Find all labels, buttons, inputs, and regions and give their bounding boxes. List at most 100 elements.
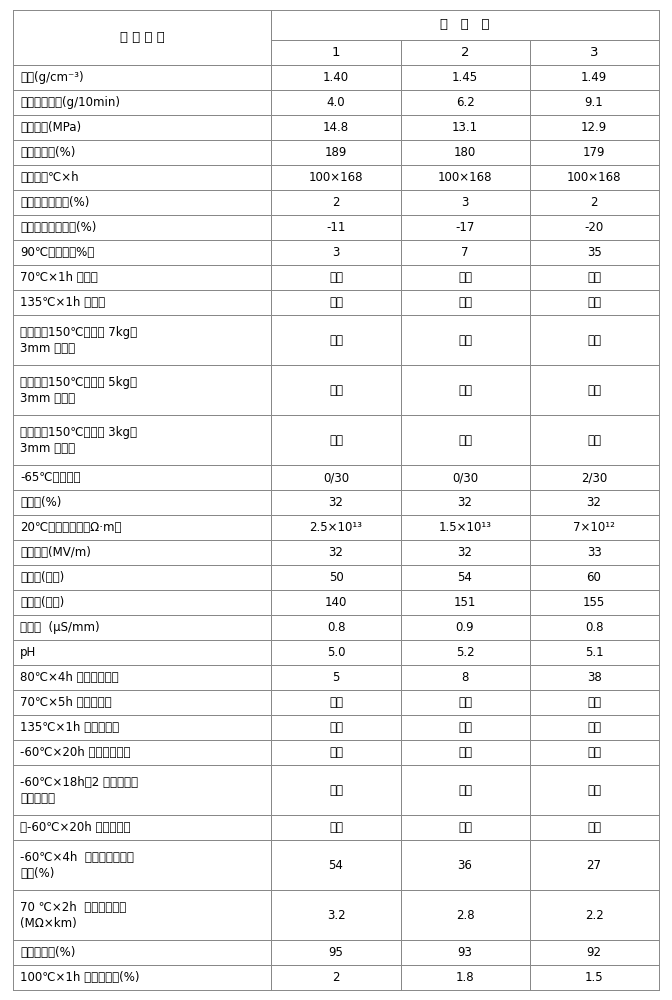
- Text: 8: 8: [462, 671, 468, 684]
- Text: pH: pH: [20, 646, 36, 659]
- Text: 电导率  (μS/mm): 电导率 (μS/mm): [20, 621, 99, 634]
- Text: 180: 180: [454, 146, 476, 159]
- Text: 32: 32: [329, 496, 343, 509]
- Text: -17: -17: [456, 221, 474, 234]
- Text: 2: 2: [332, 196, 340, 209]
- Text: 通过: 通过: [587, 746, 601, 759]
- Text: 100×168: 100×168: [437, 171, 493, 184]
- Text: 实   施   例: 实 施 例: [440, 18, 490, 31]
- Text: 80℃×4h 电缆高温压力: 80℃×4h 电缆高温压力: [20, 671, 119, 684]
- Text: -60℃×4h  电缆低温拉伸伸
长率(%): -60℃×4h 电缆低温拉伸伸 长率(%): [20, 851, 134, 880]
- Text: 密度(g/cm⁻³): 密度(g/cm⁻³): [20, 71, 84, 84]
- Text: 0/30: 0/30: [452, 471, 478, 484]
- Text: 189: 189: [325, 146, 347, 159]
- Text: 通过: 通过: [329, 296, 343, 309]
- Text: 通过: 通过: [587, 721, 601, 734]
- Text: 4.0: 4.0: [327, 96, 345, 109]
- Text: 通过: 通过: [458, 821, 472, 834]
- Text: 老化性能℃×h: 老化性能℃×h: [20, 171, 79, 184]
- Text: 通过: 通过: [458, 334, 472, 347]
- Text: 12.9: 12.9: [581, 121, 607, 134]
- Text: 3.2: 3.2: [327, 909, 345, 922]
- Text: 3: 3: [590, 46, 598, 59]
- Text: 70℃×5h 电缆抗开裂: 70℃×5h 电缆抗开裂: [20, 696, 112, 709]
- Text: 抗开裂（150℃、负载 5kg、
3mm 试样）: 抗开裂（150℃、负载 5kg、 3mm 试样）: [20, 376, 137, 405]
- Text: 通过: 通过: [329, 384, 343, 397]
- Text: 2.8: 2.8: [456, 909, 474, 922]
- Text: 5.1: 5.1: [585, 646, 603, 659]
- Text: -20: -20: [585, 221, 603, 234]
- Text: 7×10¹²: 7×10¹²: [573, 521, 615, 534]
- Text: 14.8: 14.8: [323, 121, 349, 134]
- Text: 通过: 通过: [587, 821, 601, 834]
- Text: 1.5×10¹³: 1.5×10¹³: [439, 521, 491, 534]
- Text: 50: 50: [329, 571, 343, 584]
- Text: 通过: 通过: [329, 271, 343, 284]
- Text: 60: 60: [587, 571, 601, 584]
- Text: 通过: 通过: [329, 721, 343, 734]
- Text: 5.0: 5.0: [327, 646, 345, 659]
- Text: 通过: 通过: [329, 696, 343, 709]
- Text: 烟密度(无焰): 烟密度(无焰): [20, 596, 65, 609]
- Text: 1.8: 1.8: [456, 971, 474, 984]
- Text: 0.8: 0.8: [327, 621, 345, 634]
- Text: 2: 2: [590, 196, 598, 209]
- Text: 32: 32: [458, 496, 472, 509]
- Text: 6.2: 6.2: [456, 96, 474, 109]
- Text: 3: 3: [462, 196, 468, 209]
- Text: -11: -11: [327, 221, 345, 234]
- Text: 70℃×1h 抗开裂: 70℃×1h 抗开裂: [20, 271, 98, 284]
- Text: 断裂伸长率变化率(%): 断裂伸长率变化率(%): [20, 221, 97, 234]
- Text: 5: 5: [333, 671, 339, 684]
- Text: 通过: 通过: [587, 696, 601, 709]
- Text: 介电强度(MV/m): 介电强度(MV/m): [20, 546, 91, 559]
- Text: -60℃×18h、2 倍线径，电
缆低温卷绕: -60℃×18h、2 倍线径，电 缆低温卷绕: [20, 776, 138, 805]
- Text: 通过: 通过: [329, 784, 343, 797]
- Text: -65℃冲击脿化: -65℃冲击脿化: [20, 471, 81, 484]
- Text: 90℃热变形（%）: 90℃热变形（%）: [20, 246, 94, 259]
- Text: 35: 35: [587, 246, 601, 259]
- Text: 2/30: 2/30: [581, 471, 607, 484]
- Text: 通过: 通过: [587, 784, 601, 797]
- Text: 1.45: 1.45: [452, 71, 478, 84]
- Text: 通过: 通过: [458, 384, 472, 397]
- Text: 通过: 通过: [587, 334, 601, 347]
- Text: 100℃×1h 电缆热收缩(%): 100℃×1h 电缆热收缩(%): [20, 971, 140, 984]
- Text: 通过: 通过: [587, 384, 601, 397]
- Text: 通过: 通过: [587, 434, 601, 447]
- Text: 0.8: 0.8: [585, 621, 603, 634]
- Text: 155: 155: [583, 596, 605, 609]
- Text: 93: 93: [458, 946, 472, 959]
- Text: 32: 32: [458, 546, 472, 559]
- Text: 通过: 通过: [458, 434, 472, 447]
- Text: 1: 1: [332, 46, 340, 59]
- Text: 36: 36: [458, 859, 472, 872]
- Text: 抗开裂（150℃、负载 3kg、
3mm 试样）: 抗开裂（150℃、负载 3kg、 3mm 试样）: [20, 426, 137, 455]
- Text: 0/30: 0/30: [323, 471, 349, 484]
- Text: 100×168: 100×168: [308, 171, 364, 184]
- Text: 通过: 通过: [329, 821, 343, 834]
- Text: 92: 92: [587, 946, 601, 959]
- Text: 135℃×1h 电缆抗开裂: 135℃×1h 电缆抗开裂: [20, 721, 120, 734]
- Text: 1.49: 1.49: [581, 71, 607, 84]
- Text: 151: 151: [454, 596, 476, 609]
- Text: 断裂伸长率(%): 断裂伸长率(%): [20, 146, 75, 159]
- Text: 2: 2: [461, 46, 469, 59]
- Text: 33: 33: [587, 546, 601, 559]
- Text: 拉伸强度(MPa): 拉伸强度(MPa): [20, 121, 81, 134]
- Text: 13.1: 13.1: [452, 121, 478, 134]
- Text: 95: 95: [329, 946, 343, 959]
- Text: 通过: 通过: [329, 746, 343, 759]
- Text: 通过: 通过: [587, 296, 601, 309]
- Text: 100×168: 100×168: [566, 171, 622, 184]
- Text: 线缆烟密度(%): 线缆烟密度(%): [20, 946, 75, 959]
- Text: 140: 140: [325, 596, 347, 609]
- Text: 熔体流动速率(g/10min): 熔体流动速率(g/10min): [20, 96, 120, 109]
- Text: 3: 3: [333, 246, 339, 259]
- Text: 通过: 通过: [458, 696, 472, 709]
- Text: 通过: 通过: [587, 271, 601, 284]
- Text: 烟密度(有焰): 烟密度(有焰): [20, 571, 65, 584]
- Text: 20℃体积电阻率（Ω·m）: 20℃体积电阻率（Ω·m）: [20, 521, 122, 534]
- Text: 通过: 通过: [458, 746, 472, 759]
- Text: 135℃×1h 抗开裂: 135℃×1h 抗开裂: [20, 296, 106, 309]
